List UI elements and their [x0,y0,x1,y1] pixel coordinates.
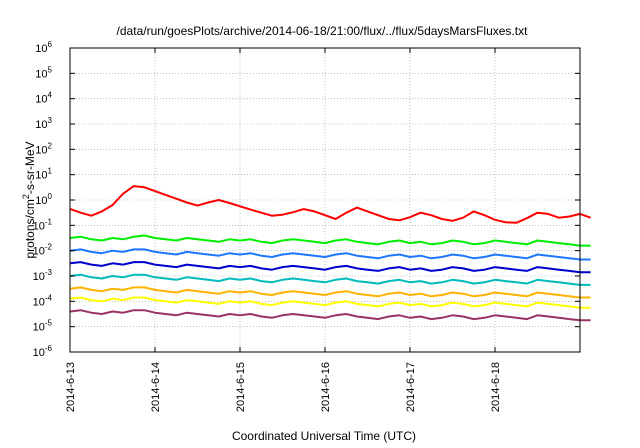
x-tick-label: 2014-6-17 [405,362,417,412]
y-tick-label: 10-4 [33,293,53,308]
y-tick-label: 10-2 [33,243,53,258]
y-tick-label: 104 [35,91,52,106]
x-tick-label: 2014-6-16 [320,362,332,412]
series-line [69,248,591,261]
chart-title: /data/run/goesPlots/archive/2014-06-18/2… [117,24,529,38]
y-tick-label: 10-6 [33,344,53,359]
x-axis-ticks: 2014-6-13 2014-6-14 2014-6-15 2014-6-16 2014… [65,48,502,412]
y-axis-label: protons/cm2-s-sr-MeV [21,141,37,258]
series-line [69,309,591,322]
y-tick-label: 101 [35,167,52,182]
y-tick-label: 102 [35,141,52,156]
series-line [69,185,591,224]
y-tick-label: 100 [35,192,52,207]
x-axis-label: Coordinated Universal Time (UTC) [232,429,416,443]
y-axis-label-sup: 2 [21,194,31,199]
y-tick-label: 105 [35,65,52,80]
y-tick-label: 10-5 [33,319,53,334]
series-line [69,234,591,247]
x-tick-label: 2014-6-14 [150,362,162,412]
y-axis-label-suffix: -s-sr-MeV [23,141,37,194]
y-tick-label: 106 [35,40,52,55]
series-line [69,296,591,309]
series-line [69,261,591,274]
y-axis-label-prefix: protons/cm [23,199,37,258]
y-axis-ticks: 10-6 10-5 10-4 10-3 10-2 10-1 100 101 102 103 104 1… [33,40,580,359]
x-tick-label: 2014-6-13 [65,362,77,412]
series-line [69,286,591,299]
x-tick-label: 2014-6-18 [490,362,502,412]
series-line [69,273,591,286]
y-tick-label: 103 [35,116,52,131]
grid [70,48,580,352]
y-tick-label: 10-3 [33,268,53,283]
y-tick-label: 10-1 [33,217,53,232]
series-group [69,185,591,322]
x-tick-label: 2014-6-15 [235,362,247,412]
